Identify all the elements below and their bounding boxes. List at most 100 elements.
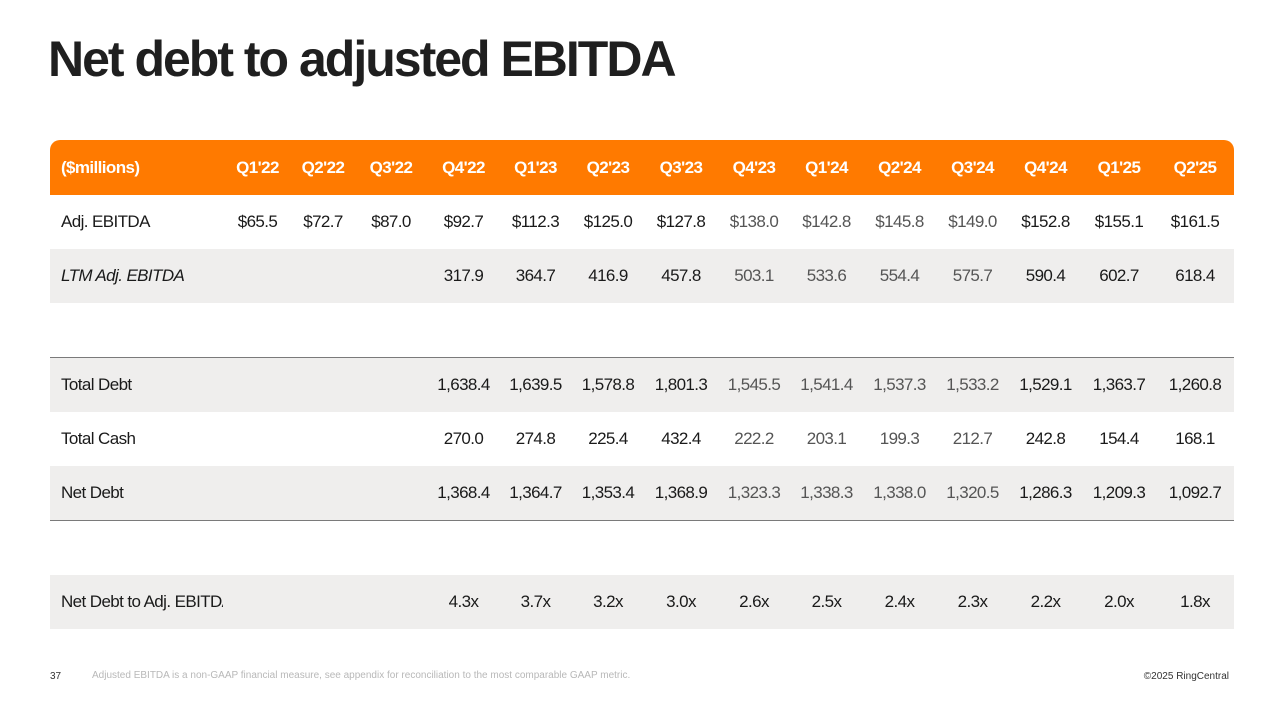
table-cell: $112.3 bbox=[511, 212, 560, 231]
table-cell: 618.4 bbox=[1156, 249, 1234, 303]
table-cell: 1,801.3 bbox=[644, 357, 718, 412]
table-cell: 2.2x bbox=[1009, 575, 1082, 629]
table-cell: $155.1 bbox=[1094, 212, 1144, 231]
table-cell: 503.1 bbox=[718, 249, 790, 303]
table-cell: $125.0 bbox=[583, 212, 633, 231]
table-cell: 270.0 bbox=[443, 429, 484, 448]
column-header: Q1'25 bbox=[1082, 140, 1156, 195]
table-cell: 1,320.5 bbox=[936, 466, 1009, 521]
table-cell: $87.0 bbox=[371, 212, 411, 231]
table-cell bbox=[292, 466, 354, 521]
page-title: Net debt to adjusted EBITDA bbox=[48, 31, 677, 87]
table-spacer bbox=[50, 521, 1234, 576]
table-cell: $152.8 bbox=[1021, 212, 1070, 231]
column-header: Q3'22 bbox=[354, 140, 428, 195]
row-label: Total Cash bbox=[61, 429, 136, 448]
table-cell: 1,338.3 bbox=[790, 466, 863, 521]
footnote: Adjusted EBITDA is a non-GAAP financial … bbox=[92, 670, 631, 681]
column-header: Q3'24 bbox=[936, 140, 1009, 195]
table-cell: 212.7 bbox=[952, 429, 993, 448]
table-row-net-debt: Net Debt 1,368.4 1,364.7 1,353.4 1,368.9… bbox=[50, 466, 1234, 521]
page-number: 37 bbox=[50, 671, 62, 682]
table-cell: 2.6x bbox=[718, 575, 790, 629]
table-cell: 1,541.4 bbox=[790, 357, 863, 412]
table-cell: 432.4 bbox=[661, 429, 701, 448]
table-row-adj-ebitda: Adj. EBITDA $65.5 $72.7 $87.0 $92.7 $112… bbox=[50, 195, 1234, 249]
table-cell: 274.8 bbox=[515, 429, 556, 448]
table-cell: 3.2x bbox=[572, 575, 644, 629]
table-cell: 1,533.2 bbox=[936, 357, 1009, 412]
table-row-total-debt: Total Debt 1,638.4 1,639.5 1,578.8 1,801… bbox=[50, 357, 1234, 412]
table-cell: $149.0 bbox=[948, 212, 997, 231]
column-header: Q2'25 bbox=[1156, 140, 1234, 195]
table-cell: 225.4 bbox=[588, 429, 628, 448]
table-cell: 1,092.7 bbox=[1156, 466, 1234, 521]
column-header: Q1'24 bbox=[790, 140, 863, 195]
table-row-ltm-adj-ebitda: LTM Adj. EBITDA 317.9 364.7 416.9 457.8 … bbox=[50, 249, 1234, 303]
table-cell: 2.0x bbox=[1082, 575, 1156, 629]
table-cell: 2.5x bbox=[790, 575, 863, 629]
table-cell bbox=[223, 466, 292, 521]
column-header: Q3'23 bbox=[644, 140, 718, 195]
table-cell: 590.4 bbox=[1009, 249, 1082, 303]
table-cell: $145.8 bbox=[875, 212, 924, 231]
table-cell bbox=[354, 357, 428, 412]
column-header: Q4'22 bbox=[428, 140, 499, 195]
table-cell: 154.4 bbox=[1099, 429, 1139, 448]
column-header: Q2'22 bbox=[292, 140, 354, 195]
column-header: Q1'23 bbox=[499, 140, 572, 195]
column-header: Q4'24 bbox=[1009, 140, 1082, 195]
table-cell: 602.7 bbox=[1082, 249, 1156, 303]
table-cell: 1,529.1 bbox=[1009, 357, 1082, 412]
table-cell: 1,338.0 bbox=[863, 466, 936, 521]
table-cell: $127.8 bbox=[656, 212, 706, 231]
table-cell: 2.3x bbox=[936, 575, 1009, 629]
copyright: ©2025 RingCentral bbox=[1143, 671, 1229, 682]
table-cell: 1,639.5 bbox=[499, 357, 572, 412]
table-cell: 575.7 bbox=[936, 249, 1009, 303]
table-cell: 1,368.4 bbox=[428, 466, 499, 521]
table-cell: 1,578.8 bbox=[572, 357, 644, 412]
column-header: Q2'24 bbox=[863, 140, 936, 195]
table-cell bbox=[354, 412, 428, 466]
table-cell: 1,537.3 bbox=[863, 357, 936, 412]
table-cell: 317.9 bbox=[428, 249, 499, 303]
table-cell bbox=[354, 466, 428, 521]
table-cell: 222.2 bbox=[734, 429, 774, 448]
table-cell: 242.8 bbox=[1025, 429, 1066, 448]
table-cell: 554.4 bbox=[863, 249, 936, 303]
table-cell: 1,363.7 bbox=[1082, 357, 1156, 412]
table-cell: 1.8x bbox=[1156, 575, 1234, 629]
table-cell bbox=[292, 412, 354, 466]
table-cell: 4.3x bbox=[428, 575, 499, 629]
table-cell bbox=[223, 412, 292, 466]
column-header: Q1'22 bbox=[223, 140, 292, 195]
table-cell: $161.5 bbox=[1170, 212, 1220, 231]
table-header-row: ($millions) Q1'22 Q2'22 Q3'22 Q4'22 Q1'2… bbox=[50, 140, 1234, 195]
table-cell: 3.0x bbox=[644, 575, 718, 629]
row-label: Net Debt bbox=[50, 466, 223, 521]
table-cell bbox=[354, 249, 428, 303]
row-label: Adj. EBITDA bbox=[61, 212, 150, 231]
column-header: Q2'23 bbox=[572, 140, 644, 195]
table-cell: 1,209.3 bbox=[1082, 466, 1156, 521]
row-label: Total Debt bbox=[50, 357, 223, 412]
table-cell bbox=[292, 249, 354, 303]
row-label: Net Debt to Adj. EBITDA bbox=[50, 575, 223, 629]
column-header: Q4'23 bbox=[718, 140, 790, 195]
table-row-total-cash: Total Cash 270.0 274.8 225.4 432.4 222.2… bbox=[50, 412, 1234, 466]
table-cell bbox=[292, 357, 354, 412]
table-cell: $138.0 bbox=[729, 212, 779, 231]
table-cell bbox=[223, 357, 292, 412]
table-cell: 364.7 bbox=[499, 249, 572, 303]
table-cell: $65.5 bbox=[237, 212, 278, 231]
table-cell: 168.1 bbox=[1175, 429, 1215, 448]
table-cell: 1,353.4 bbox=[572, 466, 644, 521]
row-label: LTM Adj. EBITDA bbox=[50, 249, 223, 303]
table-cell: 3.7x bbox=[499, 575, 572, 629]
table-cell bbox=[354, 575, 428, 629]
table-cell: 1,364.7 bbox=[499, 466, 572, 521]
table-cell bbox=[223, 249, 292, 303]
table-spacer bbox=[50, 303, 1234, 358]
table-cell: 533.6 bbox=[790, 249, 863, 303]
